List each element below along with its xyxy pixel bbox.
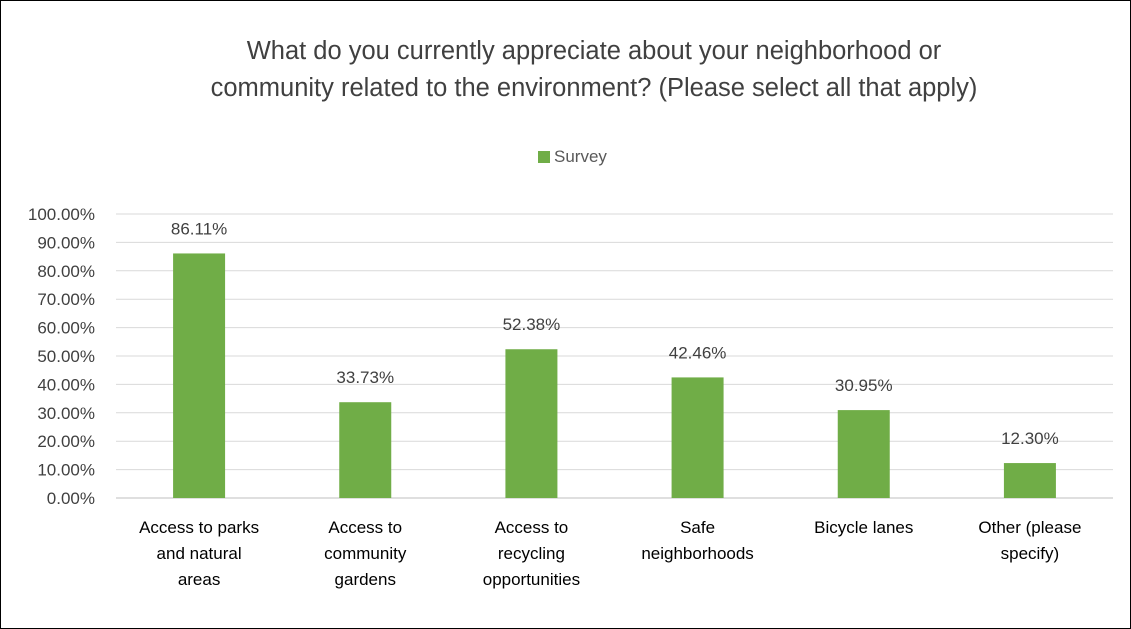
x-tick-label: specify) bbox=[1001, 544, 1060, 563]
bar bbox=[505, 349, 558, 498]
y-tick-label: 50.00% bbox=[37, 347, 95, 366]
data-label: 30.95% bbox=[835, 376, 893, 395]
bar bbox=[671, 377, 724, 498]
data-label: 12.30% bbox=[1001, 429, 1059, 448]
x-tick-label: community bbox=[324, 544, 407, 563]
data-label: 52.38% bbox=[503, 315, 561, 334]
y-tick-label: 90.00% bbox=[37, 233, 95, 252]
chart-title: What do you currently appreciate about y… bbox=[101, 33, 1087, 107]
x-tick-label: neighborhoods bbox=[641, 544, 753, 563]
chart-title-line-1: What do you currently appreciate about y… bbox=[246, 37, 942, 65]
data-label: 86.11% bbox=[171, 219, 227, 238]
x-tick-label: opportunities bbox=[483, 570, 580, 589]
x-tick-label: Access to parks bbox=[139, 518, 259, 537]
x-tick-label: and natural bbox=[157, 544, 242, 563]
chart-title-line-2: community related to the environment? (P… bbox=[210, 74, 978, 102]
x-tick-label: gardens bbox=[335, 570, 396, 589]
y-tick-label: 80.00% bbox=[37, 262, 95, 281]
x-tick-label: Bicycle lanes bbox=[814, 518, 913, 537]
x-tick-label: Other (please bbox=[978, 518, 1081, 537]
x-tick-label: areas bbox=[178, 570, 221, 589]
x-tick-label: Safe bbox=[680, 518, 715, 537]
bar bbox=[837, 410, 890, 498]
bar bbox=[1003, 463, 1056, 498]
chart-legend: Survey bbox=[538, 146, 607, 168]
y-tick-label: 60.00% bbox=[37, 319, 95, 338]
x-tick-label: Access to bbox=[328, 518, 402, 537]
legend-label-survey: Survey bbox=[554, 147, 607, 166]
y-tick-label: 40.00% bbox=[37, 375, 95, 394]
data-label: 33.73% bbox=[336, 368, 394, 387]
bar bbox=[173, 253, 226, 498]
y-tick-label: 20.00% bbox=[37, 432, 95, 451]
y-tick-label: 0.00% bbox=[47, 489, 95, 508]
data-label: 42.46% bbox=[669, 343, 727, 362]
y-tick-label: 10.00% bbox=[37, 461, 95, 480]
x-tick-label: recycling bbox=[498, 544, 565, 563]
legend-swatch-survey bbox=[538, 151, 550, 163]
y-tick-label: 70.00% bbox=[37, 290, 95, 309]
y-tick-label: 30.00% bbox=[37, 404, 95, 423]
x-tick-label: Access to bbox=[495, 518, 569, 537]
y-tick-label: 100.00% bbox=[28, 205, 95, 224]
bar bbox=[339, 402, 392, 498]
